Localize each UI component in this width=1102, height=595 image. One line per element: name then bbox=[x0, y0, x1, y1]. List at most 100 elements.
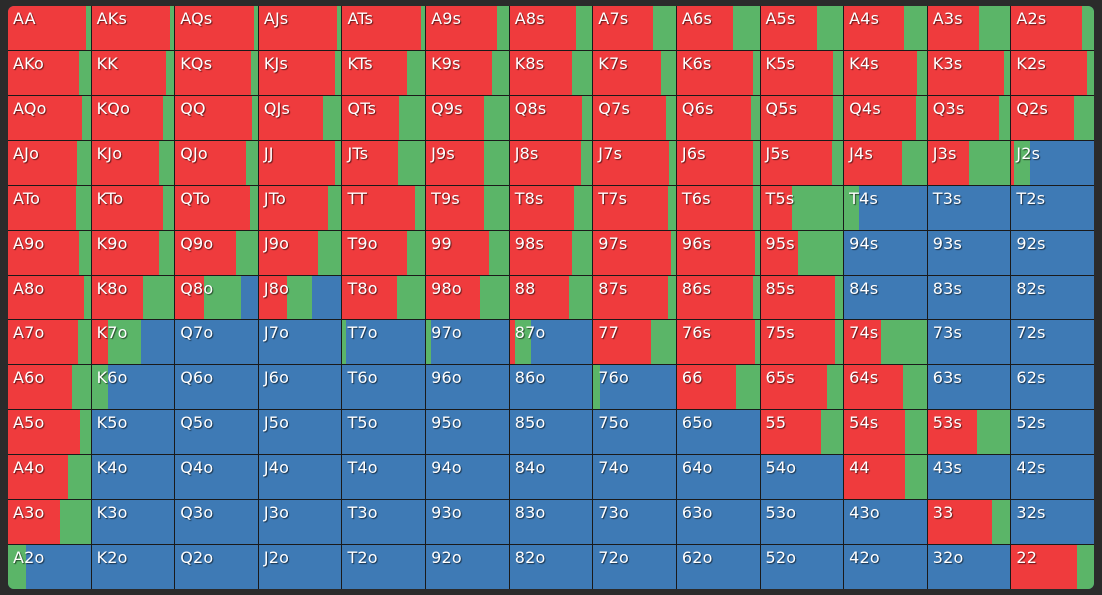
hand-cell-K7s[interactable]: K7s bbox=[593, 50, 676, 95]
hand-cell-A8o[interactable]: A8o bbox=[8, 275, 91, 320]
hand-cell-A4o[interactable]: A4o bbox=[8, 455, 91, 500]
hand-cell-88[interactable]: 88 bbox=[509, 275, 593, 320]
hand-cell-Q2s[interactable]: Q2s bbox=[1011, 95, 1094, 140]
hand-cell-QJs[interactable]: QJs bbox=[258, 95, 342, 140]
hand-cell-A2s[interactable]: A2s bbox=[1011, 6, 1094, 50]
hand-cell-J4o[interactable]: J4o bbox=[258, 455, 342, 500]
hand-cell-K7o[interactable]: K7o bbox=[91, 320, 175, 365]
hand-cell-32s[interactable]: 32s bbox=[1011, 500, 1094, 545]
hand-cell-64s[interactable]: 64s bbox=[844, 365, 927, 410]
hand-cell-73o[interactable]: 73o bbox=[593, 500, 676, 545]
hand-cell-74s[interactable]: 74s bbox=[844, 320, 927, 365]
hand-cell-QTo[interactable]: QTo bbox=[175, 185, 258, 230]
hand-cell-A5o[interactable]: A5o bbox=[8, 410, 91, 455]
hand-cell-95o[interactable]: 95o bbox=[426, 410, 509, 455]
hand-cell-84o[interactable]: 84o bbox=[509, 455, 593, 500]
hand-cell-83o[interactable]: 83o bbox=[509, 500, 593, 545]
hand-cell-K4s[interactable]: K4s bbox=[844, 50, 927, 95]
hand-cell-K8o[interactable]: K8o bbox=[91, 275, 175, 320]
hand-cell-T6s[interactable]: T6s bbox=[676, 185, 760, 230]
hand-cell-J9s[interactable]: J9s bbox=[426, 140, 509, 185]
hand-cell-43s[interactable]: 43s bbox=[927, 455, 1011, 500]
hand-cell-Q8s[interactable]: Q8s bbox=[509, 95, 593, 140]
hand-cell-Q6o[interactable]: Q6o bbox=[175, 365, 258, 410]
hand-cell-87s[interactable]: 87s bbox=[593, 275, 676, 320]
hand-cell-65s[interactable]: 65s bbox=[760, 365, 844, 410]
hand-cell-64o[interactable]: 64o bbox=[676, 455, 760, 500]
hand-cell-JTo[interactable]: JTo bbox=[258, 185, 342, 230]
hand-cell-J5o[interactable]: J5o bbox=[258, 410, 342, 455]
hand-cell-72o[interactable]: 72o bbox=[593, 545, 676, 589]
hand-cell-T4s[interactable]: T4s bbox=[844, 185, 927, 230]
hand-cell-77[interactable]: 77 bbox=[593, 320, 676, 365]
hand-cell-55[interactable]: 55 bbox=[760, 410, 844, 455]
hand-cell-54s[interactable]: 54s bbox=[844, 410, 927, 455]
hand-cell-KJo[interactable]: KJo bbox=[91, 140, 175, 185]
hand-cell-J8o[interactable]: J8o bbox=[258, 275, 342, 320]
hand-cell-74o[interactable]: 74o bbox=[593, 455, 676, 500]
hand-cell-75s[interactable]: 75s bbox=[760, 320, 844, 365]
hand-cell-J2s[interactable]: J2s bbox=[1011, 140, 1094, 185]
hand-cell-94s[interactable]: 94s bbox=[844, 230, 927, 275]
hand-cell-66[interactable]: 66 bbox=[676, 365, 760, 410]
hand-cell-K9s[interactable]: K9s bbox=[426, 50, 509, 95]
hand-cell-Q4o[interactable]: Q4o bbox=[175, 455, 258, 500]
hand-cell-JJ[interactable]: JJ bbox=[258, 140, 342, 185]
hand-cell-85o[interactable]: 85o bbox=[509, 410, 593, 455]
hand-cell-Q9o[interactable]: Q9o bbox=[175, 230, 258, 275]
hand-cell-Q5o[interactable]: Q5o bbox=[175, 410, 258, 455]
hand-cell-K5o[interactable]: K5o bbox=[91, 410, 175, 455]
hand-cell-Q5s[interactable]: Q5s bbox=[760, 95, 844, 140]
hand-cell-T5s[interactable]: T5s bbox=[760, 185, 844, 230]
hand-cell-T2o[interactable]: T2o bbox=[342, 545, 426, 589]
hand-cell-K2o[interactable]: K2o bbox=[91, 545, 175, 589]
hand-cell-KJs[interactable]: KJs bbox=[258, 50, 342, 95]
hand-cell-92s[interactable]: 92s bbox=[1011, 230, 1094, 275]
hand-cell-72s[interactable]: 72s bbox=[1011, 320, 1094, 365]
hand-cell-AJo[interactable]: AJo bbox=[8, 140, 91, 185]
hand-cell-99[interactable]: 99 bbox=[426, 230, 509, 275]
hand-cell-QQ[interactable]: QQ bbox=[175, 95, 258, 140]
hand-cell-J9o[interactable]: J9o bbox=[258, 230, 342, 275]
hand-cell-63s[interactable]: 63s bbox=[927, 365, 1011, 410]
hand-cell-Q7s[interactable]: Q7s bbox=[593, 95, 676, 140]
hand-cell-K2s[interactable]: K2s bbox=[1011, 50, 1094, 95]
hand-cell-86s[interactable]: 86s bbox=[676, 275, 760, 320]
hand-cell-96o[interactable]: 96o bbox=[426, 365, 509, 410]
hand-cell-95s[interactable]: 95s bbox=[760, 230, 844, 275]
hand-cell-87o[interactable]: 87o bbox=[509, 320, 593, 365]
hand-cell-J5s[interactable]: J5s bbox=[760, 140, 844, 185]
hand-cell-K9o[interactable]: K9o bbox=[91, 230, 175, 275]
hand-cell-Q4s[interactable]: Q4s bbox=[844, 95, 927, 140]
hand-cell-AKs[interactable]: AKs bbox=[91, 6, 175, 50]
hand-cell-Q2o[interactable]: Q2o bbox=[175, 545, 258, 589]
hand-cell-K4o[interactable]: K4o bbox=[91, 455, 175, 500]
hand-cell-43o[interactable]: 43o bbox=[844, 500, 927, 545]
hand-cell-75o[interactable]: 75o bbox=[593, 410, 676, 455]
hand-cell-Q7o[interactable]: Q7o bbox=[175, 320, 258, 365]
hand-cell-44[interactable]: 44 bbox=[844, 455, 927, 500]
hand-cell-93o[interactable]: 93o bbox=[426, 500, 509, 545]
hand-cell-97s[interactable]: 97s bbox=[593, 230, 676, 275]
hand-cell-T8o[interactable]: T8o bbox=[342, 275, 426, 320]
hand-cell-83s[interactable]: 83s bbox=[927, 275, 1011, 320]
hand-cell-85s[interactable]: 85s bbox=[760, 275, 844, 320]
hand-cell-T3s[interactable]: T3s bbox=[927, 185, 1011, 230]
hand-cell-Q8o[interactable]: Q8o bbox=[175, 275, 258, 320]
hand-cell-82o[interactable]: 82o bbox=[509, 545, 593, 589]
hand-cell-53o[interactable]: 53o bbox=[760, 500, 844, 545]
hand-cell-AKo[interactable]: AKo bbox=[8, 50, 91, 95]
hand-cell-62s[interactable]: 62s bbox=[1011, 365, 1094, 410]
hand-cell-J3s[interactable]: J3s bbox=[927, 140, 1011, 185]
hand-cell-A5s[interactable]: A5s bbox=[760, 6, 844, 50]
hand-cell-42s[interactable]: 42s bbox=[1011, 455, 1094, 500]
hand-cell-22[interactable]: 22 bbox=[1011, 545, 1094, 589]
hand-cell-63o[interactable]: 63o bbox=[676, 500, 760, 545]
hand-cell-A3o[interactable]: A3o bbox=[8, 500, 91, 545]
hand-cell-92o[interactable]: 92o bbox=[426, 545, 509, 589]
hand-cell-A7o[interactable]: A7o bbox=[8, 320, 91, 365]
hand-cell-T7s[interactable]: T7s bbox=[593, 185, 676, 230]
hand-cell-52s[interactable]: 52s bbox=[1011, 410, 1094, 455]
hand-cell-86o[interactable]: 86o bbox=[509, 365, 593, 410]
hand-cell-T6o[interactable]: T6o bbox=[342, 365, 426, 410]
